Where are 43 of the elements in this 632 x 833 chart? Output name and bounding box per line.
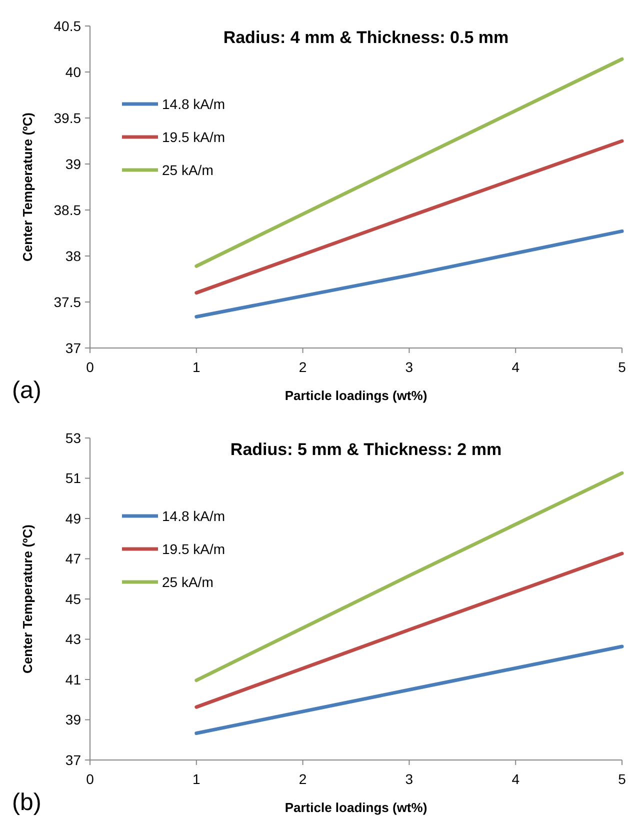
legend-label: 19.5 kA/m [162, 540, 226, 557]
y-tick-label: 41 [65, 671, 82, 688]
legend-label: 14.8 kA/m [162, 96, 226, 112]
y-tick-label: 37 [65, 752, 82, 768]
x-tick-label: 3 [405, 359, 414, 375]
y-tick-label: 39 [65, 156, 82, 172]
y-axis-title: Center Temperature (ºC) [20, 524, 35, 674]
legend-label: 19.5 kA/m [162, 128, 226, 145]
y-tick-label: 39 [65, 712, 82, 728]
y-tick-label: 43 [65, 631, 82, 648]
x-tick-label: 2 [298, 359, 307, 375]
legend-label: 25 kA/m [162, 162, 214, 178]
legend-label: 14.8 kA/m [162, 508, 226, 524]
y-tick-label: 49 [65, 510, 82, 526]
x-tick-label: 2 [298, 771, 307, 787]
y-tick-label: 53 [65, 430, 82, 446]
y-tick-label: 38.5 [54, 202, 82, 218]
y-tick-label: 45 [65, 590, 82, 607]
chart-title: Radius: 5 mm & Thickness: 2 mm [230, 440, 502, 459]
y-tick-label: 39.5 [54, 110, 82, 126]
y-tick-label: 51 [65, 470, 82, 486]
y-tick-label: 38 [65, 248, 82, 264]
chart-title: Radius: 4 mm & Thickness: 0.5 mm [223, 28, 509, 47]
x-tick-label: 5 [618, 771, 626, 787]
y-tick-label: 37.5 [54, 294, 82, 310]
legend-label: 25 kA/m [162, 574, 214, 590]
y-axis-title: Center Temperature (ºC) [20, 112, 35, 262]
x-tick-label: 4 [512, 771, 520, 787]
x-tick-label: 4 [512, 359, 520, 375]
x-tick-label: 1 [192, 359, 200, 375]
x-axis-title: Particle loadings (wt%) [284, 388, 428, 403]
x-axis-title: Particle loadings (wt%) [284, 800, 428, 815]
y-tick-label: 37 [65, 340, 82, 356]
x-tick-label: 1 [192, 771, 200, 787]
x-tick-label: 3 [405, 771, 414, 787]
y-tick-label: 40.5 [54, 18, 82, 34]
x-tick-label: 0 [86, 359, 94, 375]
text: (a) [12, 377, 42, 404]
text: (b) [12, 789, 42, 816]
y-tick-label: 47 [65, 550, 82, 567]
y-tick-label: 40 [65, 64, 82, 80]
x-tick-label: 5 [618, 359, 626, 375]
x-tick-label: 0 [86, 771, 94, 787]
